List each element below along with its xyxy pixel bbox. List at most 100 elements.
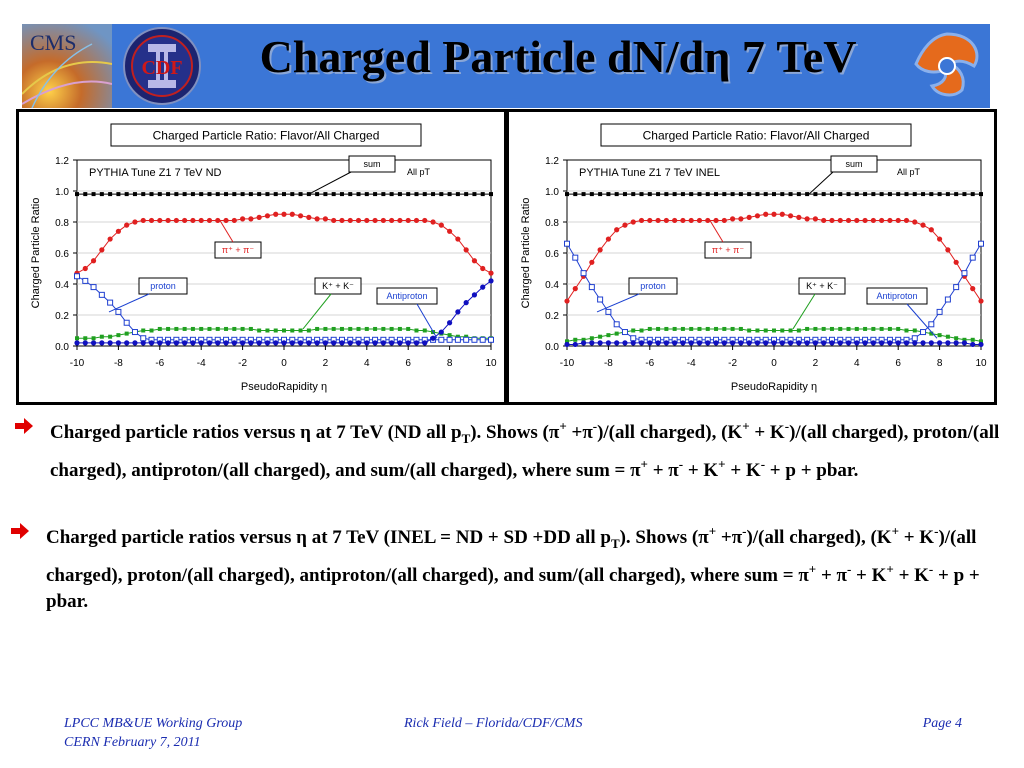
- data-point: [224, 326, 229, 331]
- data-point: [389, 326, 394, 331]
- data-point: [282, 192, 286, 197]
- data-point: [182, 192, 187, 197]
- data-point: [921, 192, 926, 197]
- data-point: [124, 222, 130, 228]
- data-point: [479, 336, 486, 343]
- data-point: [863, 326, 868, 331]
- data-point: [165, 340, 171, 346]
- data-point: [389, 192, 394, 197]
- data-point: [929, 192, 934, 197]
- y-tick-label: 0.4: [55, 280, 69, 291]
- data-point: [240, 216, 246, 222]
- data-point: [945, 192, 950, 197]
- y-tick-label: 0.8: [545, 218, 559, 229]
- data-point: [173, 340, 179, 346]
- series-2: [565, 326, 983, 344]
- data-point: [273, 328, 278, 333]
- x-tick-label: -8: [604, 358, 613, 369]
- data-point: [141, 192, 146, 197]
- data-point: [754, 340, 761, 346]
- data-point: [895, 340, 901, 346]
- data-point: [455, 334, 460, 339]
- data-point: [564, 341, 570, 348]
- data-point: [132, 340, 138, 346]
- data-point: [471, 292, 478, 298]
- data-point: [598, 192, 603, 197]
- data-point: [747, 328, 752, 333]
- data-point: [82, 277, 89, 284]
- bullet-text-part: ). Shows (: [470, 422, 549, 444]
- data-point: [979, 339, 983, 344]
- data-point: [264, 340, 271, 346]
- data-point: [614, 340, 620, 346]
- data-point: [124, 340, 130, 346]
- data-point: [406, 326, 411, 331]
- data-point: [581, 192, 586, 197]
- cms-logo-graphic: CMS: [22, 24, 112, 108]
- subscript: T: [461, 431, 471, 447]
- y-tick-label: 1.0: [55, 187, 69, 198]
- data-point: [148, 217, 155, 224]
- data-point: [83, 192, 88, 197]
- data-point: [141, 328, 146, 333]
- superscript: +: [708, 524, 717, 539]
- legend-kaons-box: [798, 277, 846, 295]
- data-point: [705, 192, 710, 197]
- x-tick-label: 10: [975, 358, 987, 369]
- data-point: [647, 326, 652, 331]
- bullet-text-part: )/(all charged), proton/(all charged), a…: [50, 422, 1000, 482]
- data-point: [879, 340, 885, 346]
- data-point: [630, 219, 636, 225]
- data-point: [763, 211, 769, 217]
- data-point: [812, 216, 818, 222]
- data-point: [680, 340, 686, 346]
- superscript: -: [742, 524, 747, 539]
- data-point: [430, 219, 436, 225]
- data-point: [372, 217, 378, 224]
- data-point: [182, 326, 187, 331]
- chart-title: Charged Particle Ratio: Flavor/All Charg…: [153, 128, 380, 142]
- data-point: [845, 340, 852, 346]
- data-point: [672, 326, 677, 331]
- data-point: [638, 340, 645, 346]
- y-tick-label: 1.2: [55, 156, 69, 167]
- data-point: [281, 340, 287, 346]
- callout-line: [302, 293, 332, 330]
- bullet-text-part: + K: [898, 527, 935, 549]
- data-point: [165, 217, 171, 224]
- data-point: [364, 326, 369, 331]
- data-point: [314, 340, 320, 346]
- y-axis-label: Charged Particle Ratio: [30, 198, 42, 309]
- data-point: [879, 217, 885, 224]
- data-point: [945, 340, 951, 346]
- callout-line: [792, 293, 816, 330]
- data-point: [763, 328, 768, 333]
- data-point: [256, 340, 262, 346]
- x-tick-label: -10: [70, 358, 85, 369]
- cms-logo: CMS: [22, 24, 112, 108]
- data-point: [454, 336, 461, 343]
- data-point: [573, 192, 578, 197]
- data-point: [140, 335, 147, 342]
- bullet-text-part: + p + pbar.: [765, 460, 859, 482]
- data-point: [787, 213, 794, 219]
- data-point: [339, 326, 344, 331]
- data-point: [331, 340, 337, 346]
- bullet-text-part: η: [296, 527, 307, 549]
- superscript: -: [934, 524, 939, 539]
- x-tick-label: 4: [854, 358, 860, 369]
- legend-sum: sum: [363, 159, 380, 169]
- data-point: [870, 217, 876, 224]
- bullet-text-part: η: [300, 422, 311, 444]
- data-point: [738, 216, 744, 222]
- data-point: [157, 340, 163, 346]
- legend-proton-box: [628, 277, 678, 295]
- data-point: [672, 217, 678, 224]
- data-point: [198, 340, 204, 346]
- x-tick-label: 8: [937, 358, 943, 369]
- data-point: [564, 240, 570, 247]
- data-point: [99, 247, 105, 253]
- superscript: -: [846, 562, 852, 578]
- data-point: [854, 326, 859, 331]
- legend-pions: π⁺ + π⁻: [222, 245, 254, 255]
